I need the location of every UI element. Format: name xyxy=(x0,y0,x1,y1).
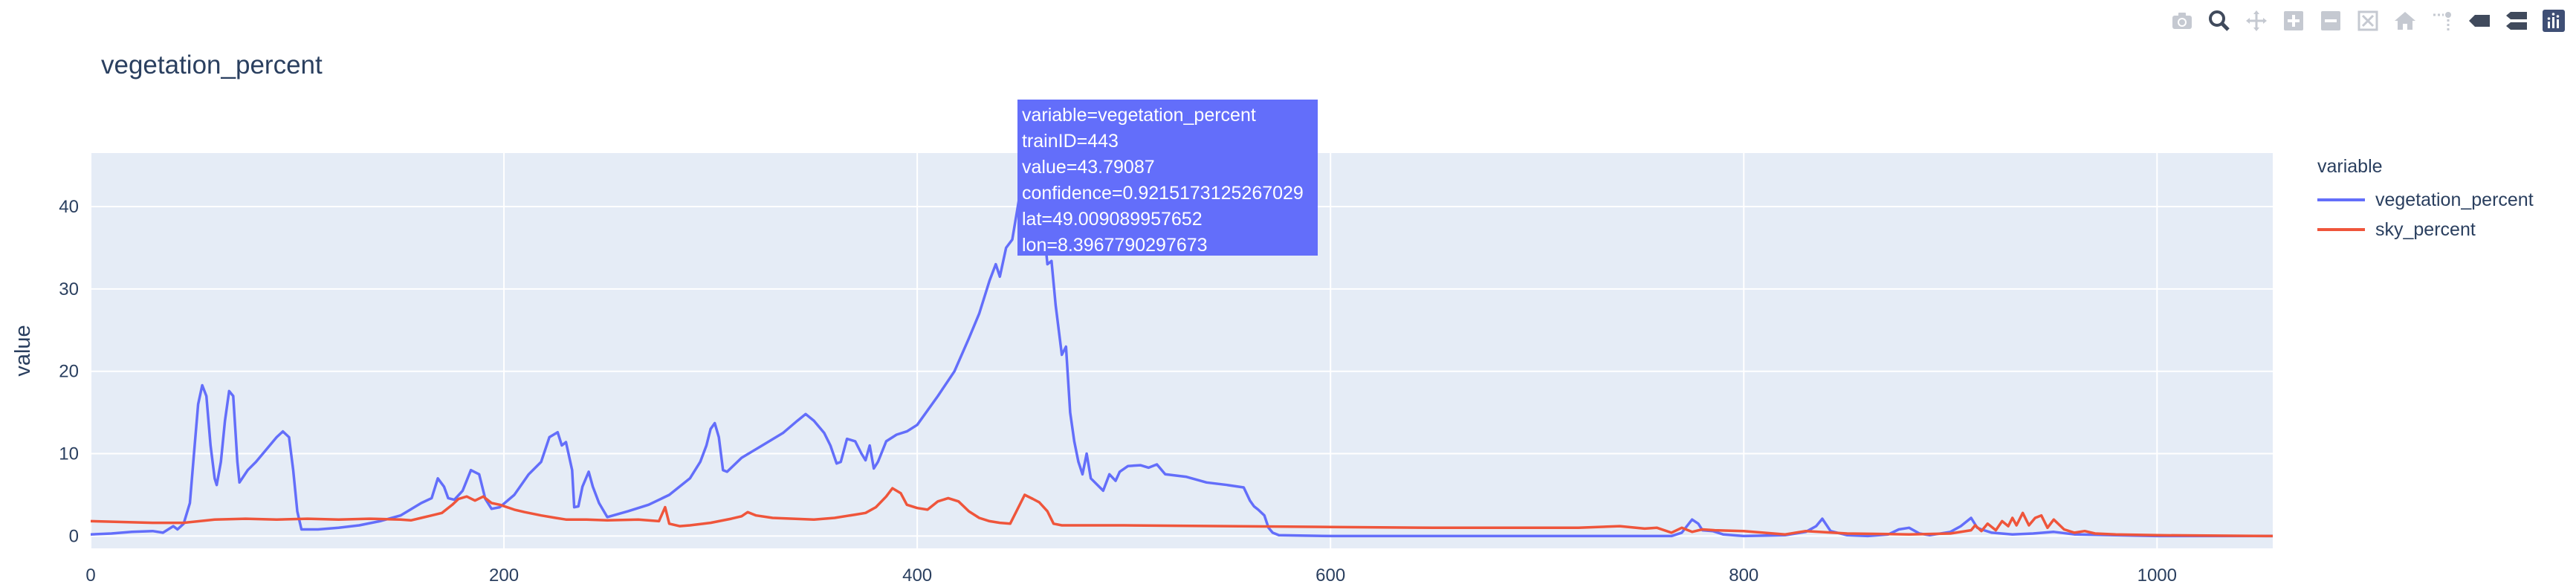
series-layer xyxy=(90,174,2274,538)
hover-tooltip: variable=vegetation_percent trainID=443 … xyxy=(1017,100,1318,256)
zoom-out-icon[interactable] xyxy=(2317,7,2344,34)
x-tick-label: 1000 xyxy=(2138,565,2177,586)
legend: variable vegetation_percent sky_percent xyxy=(2317,156,2534,244)
spike-lines-icon[interactable] xyxy=(2429,7,2456,34)
x-tick-label: 600 xyxy=(1315,565,1345,586)
tooltip-line: confidence=0.9215173125267029 xyxy=(1022,183,1304,204)
hover-closest-icon[interactable] xyxy=(2466,7,2493,34)
x-tick-label: 200 xyxy=(489,565,519,586)
x-tick-label: 800 xyxy=(1729,565,1758,586)
tooltip-line: variable=vegetation_percent xyxy=(1022,105,1256,126)
tooltip-line: value=43.79087 xyxy=(1022,157,1155,178)
legend-swatch-sky xyxy=(2317,228,2365,231)
legend-label: vegetation_percent xyxy=(2375,189,2534,210)
x-tick-label: 400 xyxy=(902,565,932,586)
x-tick-label: 0 xyxy=(85,565,95,586)
legend-label: sky_percent xyxy=(2375,218,2476,240)
tooltip-line: trainID=443 xyxy=(1022,131,1119,152)
legend-item-sky[interactable]: sky_percent xyxy=(2317,215,2534,244)
modebar xyxy=(2169,7,2567,34)
legend-title: variable xyxy=(2317,156,2383,177)
y-axis-title: value xyxy=(11,325,35,376)
home-icon[interactable] xyxy=(2392,7,2418,34)
tooltip-line: lat=49.009089957652 xyxy=(1022,209,1203,230)
pan-icon[interactable] xyxy=(2243,7,2270,34)
y-tick-label: 30 xyxy=(59,279,79,299)
y-tick-label: 0 xyxy=(69,526,79,546)
hover-compare-icon[interactable] xyxy=(2503,7,2530,34)
zoom-in-icon[interactable] xyxy=(2280,7,2307,34)
series-line-sky_percent[interactable] xyxy=(90,487,2274,538)
legend-swatch-vegetation xyxy=(2317,198,2365,201)
autoscale-icon[interactable] xyxy=(2355,7,2381,34)
zoom-icon[interactable] xyxy=(2206,7,2233,34)
plotly-logo-icon[interactable] xyxy=(2540,7,2567,34)
tooltip-line: lon=8.3967790297673 xyxy=(1022,235,1208,256)
legend-item-vegetation[interactable]: vegetation_percent xyxy=(2317,185,2534,215)
y-tick-label: 20 xyxy=(59,362,79,382)
camera-icon[interactable] xyxy=(2169,7,2195,34)
y-tick-label: 40 xyxy=(59,197,79,217)
series-line-vegetation_percent[interactable] xyxy=(90,174,2273,538)
axis-ticks: 0 200 400 600 800 1000 0 10 20 30 40 xyxy=(59,197,2177,586)
y-tick-label: 10 xyxy=(59,444,79,464)
chart-title: vegetation_percent xyxy=(101,51,323,80)
